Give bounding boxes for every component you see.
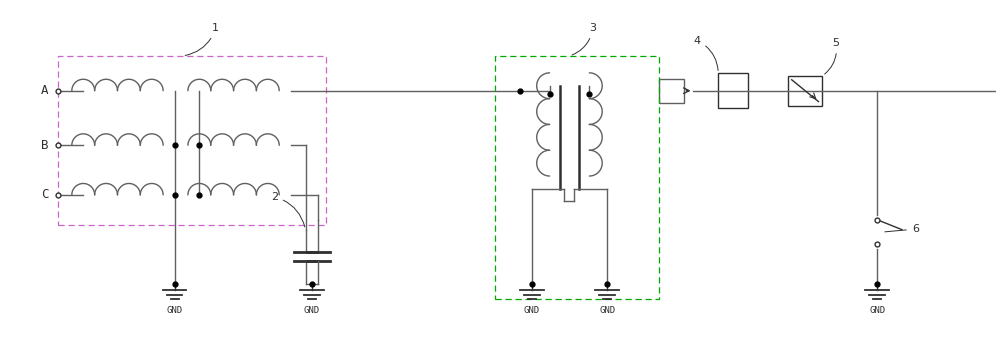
Text: GND: GND bbox=[869, 306, 885, 315]
Bar bbox=[718, 73, 748, 108]
Text: GND: GND bbox=[304, 306, 320, 315]
Bar bbox=[788, 76, 822, 105]
Text: 4: 4 bbox=[693, 36, 718, 71]
Text: A: A bbox=[41, 84, 49, 97]
Text: GND: GND bbox=[166, 306, 183, 315]
Text: 1: 1 bbox=[185, 23, 219, 55]
Text: 3: 3 bbox=[572, 23, 596, 55]
Text: B: B bbox=[41, 139, 49, 152]
Text: GND: GND bbox=[524, 306, 540, 315]
Text: 5: 5 bbox=[825, 38, 839, 74]
Text: 6: 6 bbox=[885, 224, 919, 234]
Text: GND: GND bbox=[599, 306, 615, 315]
Text: 2: 2 bbox=[271, 192, 305, 227]
Text: C: C bbox=[41, 188, 49, 201]
Bar bbox=[659, 79, 684, 103]
